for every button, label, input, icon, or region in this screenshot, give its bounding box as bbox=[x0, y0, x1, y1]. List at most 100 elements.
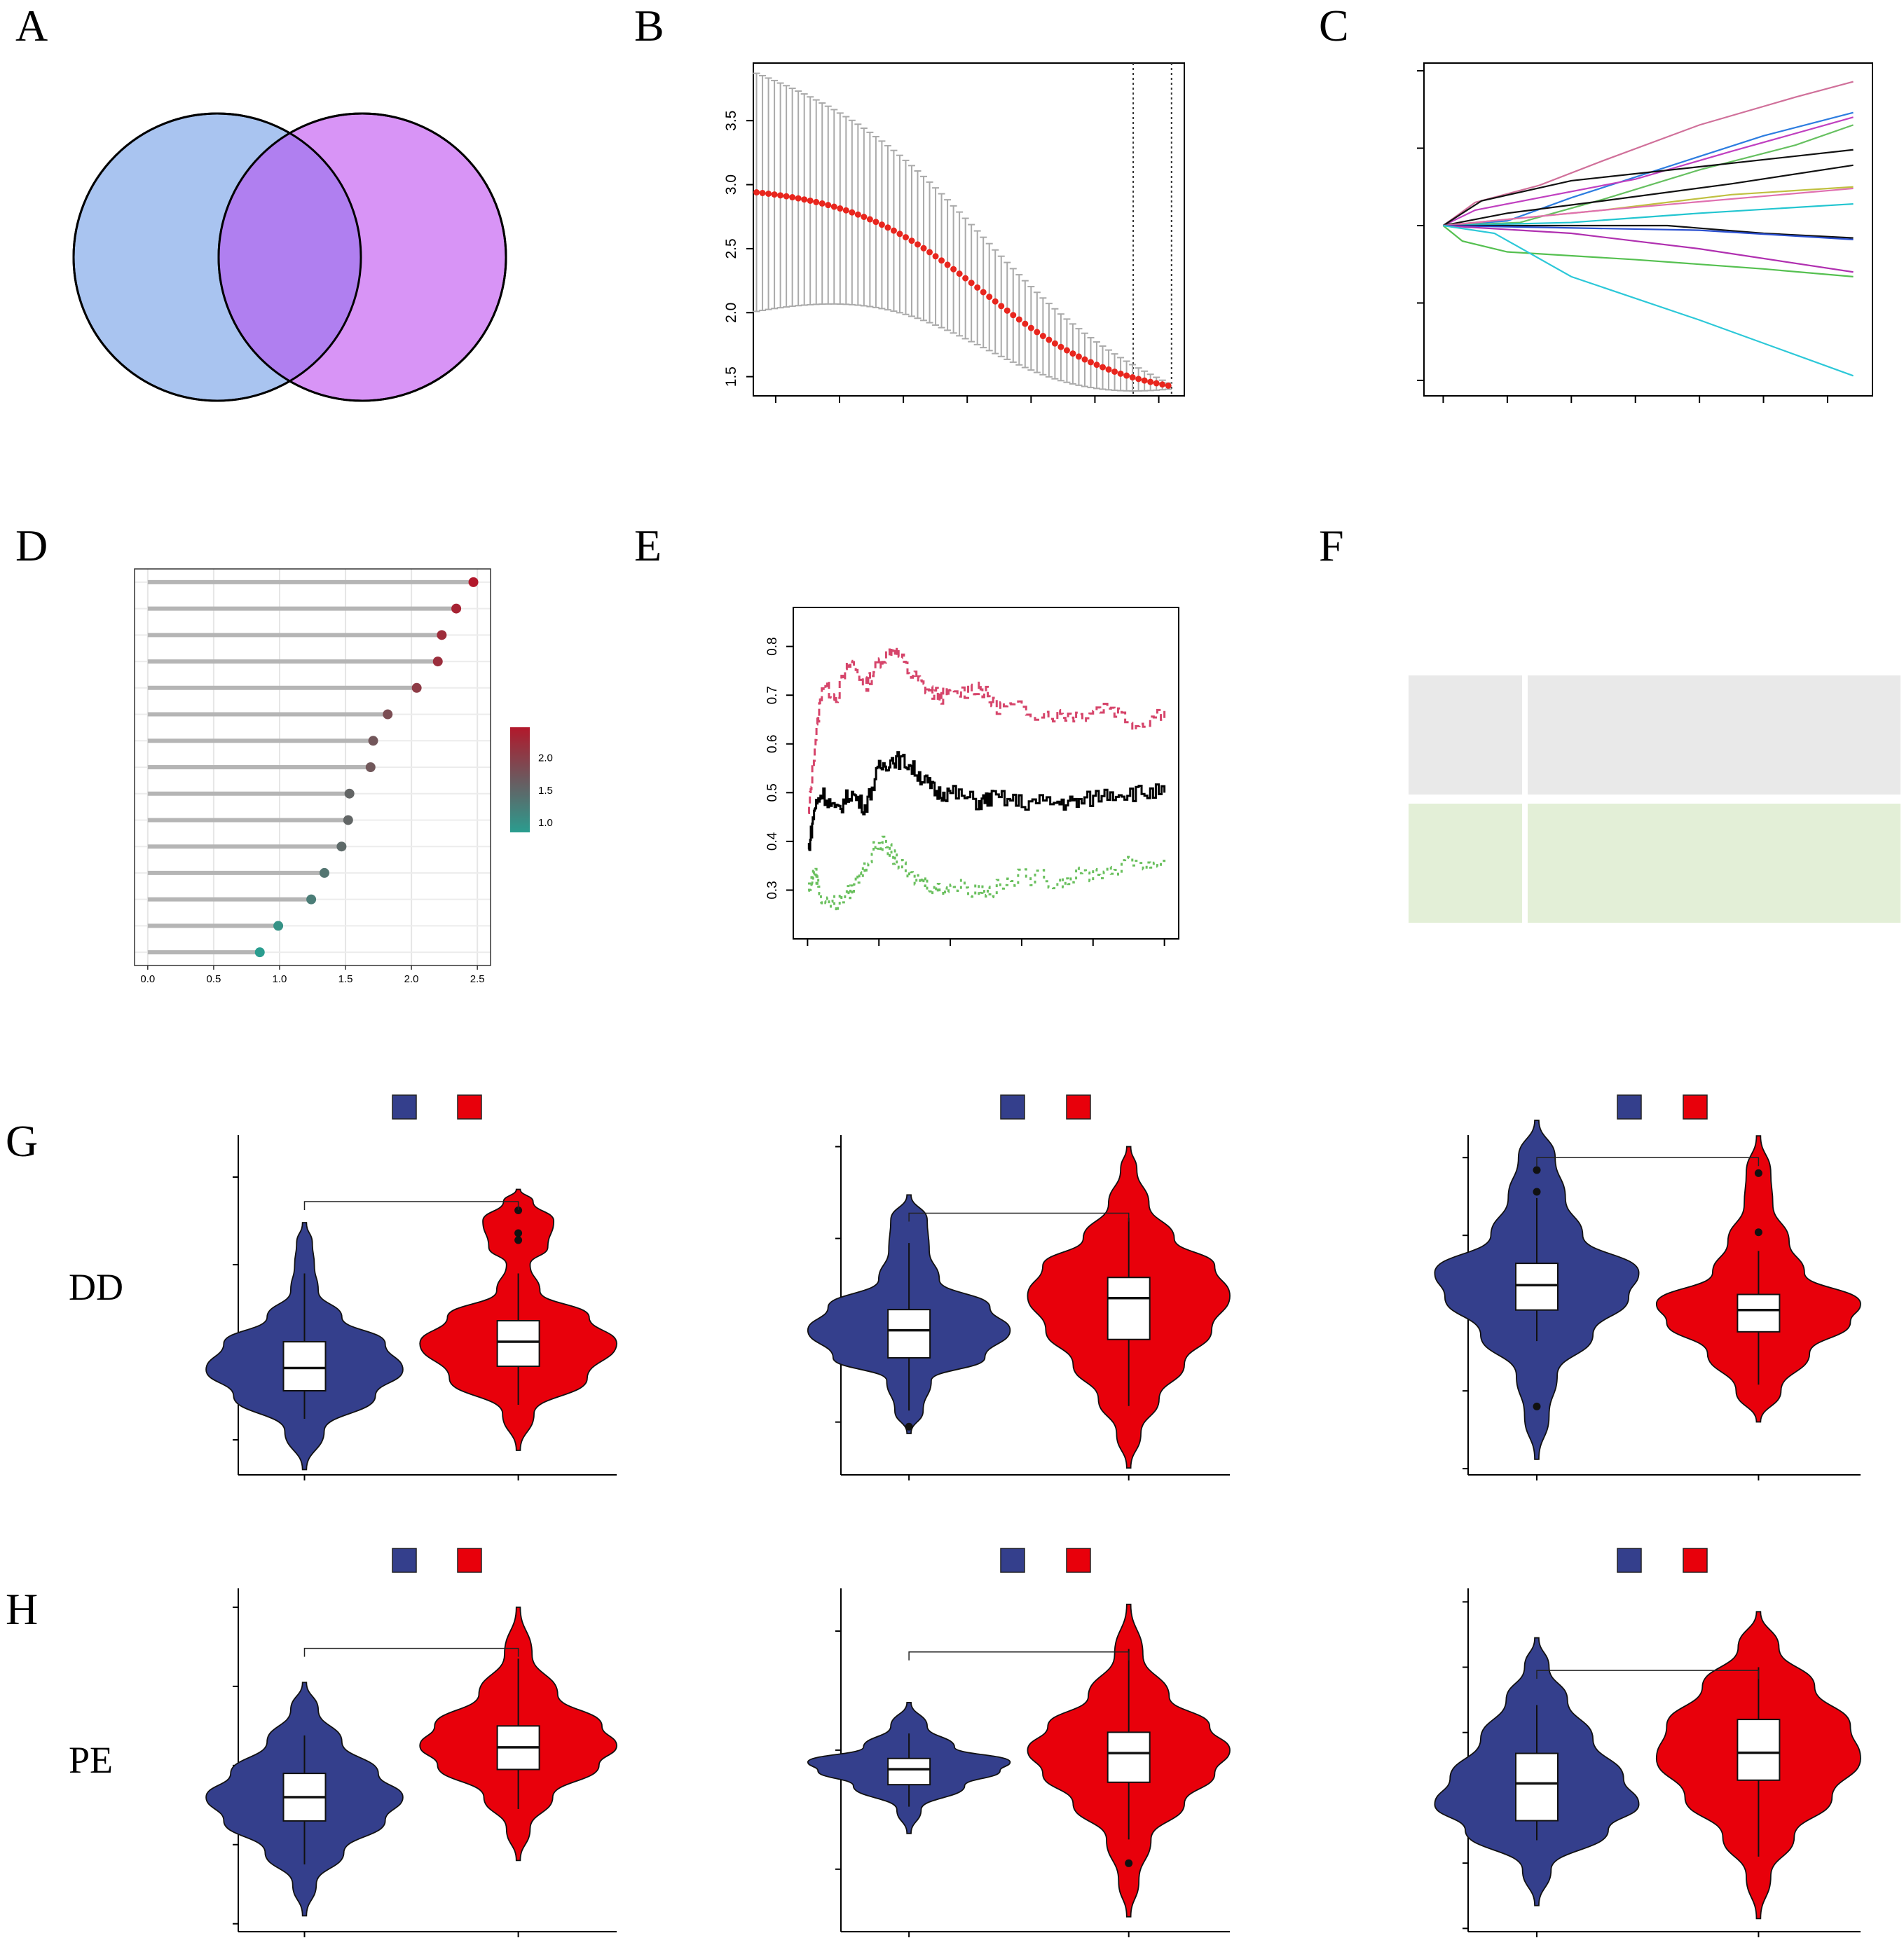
lollipop-point bbox=[336, 841, 347, 852]
y-tick-label: 2.0 bbox=[723, 303, 739, 323]
coefficient-path bbox=[1442, 149, 1854, 226]
outlier-point bbox=[1125, 1859, 1133, 1867]
error-rate-line bbox=[808, 835, 1166, 913]
panel-label-a: A bbox=[15, 1, 48, 50]
cv-mean-point bbox=[950, 266, 957, 273]
panel-label-b: B bbox=[634, 1, 664, 50]
cv-mean-point bbox=[908, 238, 915, 245]
cv-mean-point bbox=[1010, 312, 1017, 319]
violin-plot-3 bbox=[1434, 1094, 1861, 1480]
lollipop-point bbox=[432, 657, 443, 667]
lollipop-point bbox=[273, 921, 284, 931]
cv-mean-point bbox=[974, 284, 981, 291]
cv-mean-point bbox=[753, 189, 760, 196]
outlier-point bbox=[905, 1422, 913, 1431]
row-label-dd: DD bbox=[69, 1266, 123, 1308]
lollipop-point bbox=[344, 788, 355, 799]
y-tick-label: 3.0 bbox=[723, 174, 739, 195]
cv-mean-point bbox=[915, 241, 922, 248]
y-tick-label: 0.7 bbox=[765, 686, 780, 704]
cv-mean-point bbox=[813, 198, 820, 205]
lasso-method-cell bbox=[1409, 675, 1522, 795]
cv-mean-point bbox=[920, 245, 927, 252]
lollipop-point bbox=[468, 577, 479, 587]
significance-bracket bbox=[303, 1201, 519, 1210]
cv-mean-point bbox=[765, 191, 772, 198]
y-tick-label: 0.6 bbox=[765, 735, 780, 753]
cv-mean-point bbox=[992, 298, 999, 305]
cv-mean-point bbox=[807, 197, 814, 204]
coefficient-path bbox=[1443, 202, 1854, 227]
lollipop-point bbox=[368, 736, 378, 746]
violin-plot-1 bbox=[205, 1548, 617, 1937]
box-iqr bbox=[282, 1341, 327, 1391]
plot-frame bbox=[793, 607, 1179, 940]
cv-mean-point bbox=[1039, 333, 1046, 340]
cv-mean-point bbox=[980, 289, 987, 296]
y-tick-label: 1.5 bbox=[723, 366, 739, 387]
plot-frame bbox=[753, 62, 1185, 397]
cv-mean-point bbox=[1004, 307, 1011, 314]
outlier-point bbox=[514, 1229, 523, 1237]
significance-bracket bbox=[1536, 1157, 1760, 1167]
cv-mean-point bbox=[890, 227, 897, 234]
legend-swatch-control bbox=[1617, 1094, 1642, 1120]
cv-mean-point bbox=[1081, 356, 1088, 363]
panel-label-c: C bbox=[1319, 1, 1349, 50]
violin-plot-2 bbox=[807, 1548, 1231, 1937]
cv-mean-point bbox=[1022, 320, 1029, 327]
cv-mean-point bbox=[837, 205, 844, 212]
cv-mean-point bbox=[1069, 350, 1076, 357]
plot-frame bbox=[1423, 62, 1873, 397]
coefficient-path bbox=[1443, 124, 1854, 227]
cv-mean-point bbox=[1063, 347, 1070, 354]
lollipop-point bbox=[451, 603, 462, 614]
cv-mean-point bbox=[878, 221, 885, 228]
cv-mean-point bbox=[1051, 340, 1058, 347]
outlier-point bbox=[1754, 1228, 1762, 1237]
box-iqr bbox=[1737, 1293, 1781, 1333]
cv-mean-point bbox=[854, 211, 861, 218]
legend-tick-label: 2.0 bbox=[538, 752, 553, 764]
lasso-cv-plot: 1.5 2.0 2.5 3.0 3.5 bbox=[723, 62, 1185, 403]
dd-violin-row bbox=[205, 1094, 1861, 1480]
lollipop-point bbox=[306, 894, 317, 905]
plot-frame bbox=[134, 568, 491, 966]
pe-violin-row bbox=[205, 1548, 1861, 1937]
panel-label-g: G bbox=[6, 1116, 38, 1166]
x-tick-label: 2.0 bbox=[404, 973, 419, 985]
significance-bracket bbox=[1536, 1670, 1760, 1679]
panel-label-e: E bbox=[634, 521, 662, 570]
coefficient-path bbox=[1443, 187, 1854, 227]
x-tick-label: 1.0 bbox=[273, 973, 287, 985]
cv-mean-point bbox=[962, 275, 969, 282]
coefficient-path bbox=[1443, 224, 1854, 377]
cv-mean-point bbox=[819, 200, 826, 207]
cv-mean-point bbox=[1141, 377, 1148, 384]
y-tick-label: 3.5 bbox=[723, 111, 739, 131]
cv-mean-point bbox=[1111, 368, 1118, 375]
x-tick-label: 1.5 bbox=[338, 973, 353, 985]
cv-mean-point bbox=[938, 257, 945, 264]
cv-mean-point bbox=[1034, 329, 1041, 336]
cv-mean-point bbox=[1123, 372, 1130, 379]
cv-mean-point bbox=[1159, 381, 1166, 388]
x-tick-label: 0.0 bbox=[140, 973, 155, 985]
cv-mean-point bbox=[1105, 366, 1112, 373]
cv-mean-point bbox=[986, 294, 993, 301]
box-iqr bbox=[887, 1309, 931, 1359]
violin-plot-1 bbox=[205, 1094, 617, 1480]
cv-mean-point bbox=[1075, 353, 1082, 360]
legend-swatch-control bbox=[392, 1094, 417, 1120]
cv-mean-point bbox=[902, 234, 909, 241]
legend-tick-label: 1.5 bbox=[538, 785, 553, 797]
cv-mean-point bbox=[771, 191, 778, 198]
cv-mean-point bbox=[1153, 380, 1160, 387]
cv-mean-point bbox=[1093, 362, 1100, 369]
random-forest-error-plot: 0.3 0.4 0.5 0.6 0.7 0.8 bbox=[765, 607, 1179, 946]
cv-mean-point bbox=[1015, 316, 1022, 323]
cv-mean-point bbox=[1027, 324, 1034, 331]
y-tick-label: 2.5 bbox=[723, 238, 739, 259]
cv-mean-point bbox=[968, 280, 975, 287]
box-iqr bbox=[1515, 1752, 1559, 1822]
